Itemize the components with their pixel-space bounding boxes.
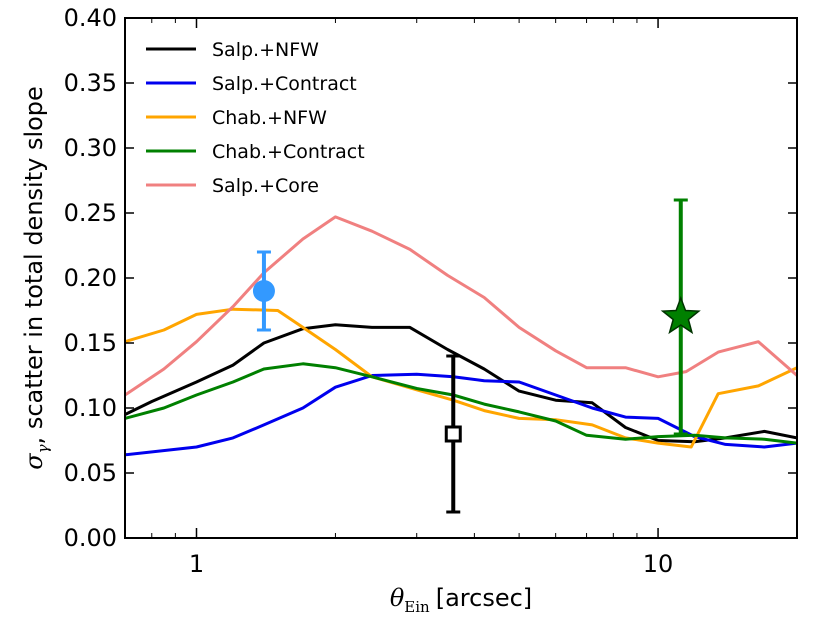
y-axis-text: , scatter in total density slope <box>20 86 48 444</box>
x-tick-label: 1 <box>189 550 204 578</box>
y-axis-subscript: γ <box>34 444 52 453</box>
y-tick-label: 0.40 <box>64 4 117 32</box>
x-axis-symbol: θ <box>390 584 405 612</box>
series-line-1 <box>125 323 797 444</box>
data-points-layer <box>252 198 701 514</box>
x-axis-label: θEin [arcsec] <box>390 584 532 616</box>
y-tick-label: 0.30 <box>64 134 117 162</box>
y-tick-label: 0.25 <box>64 199 117 227</box>
circle-marker <box>252 280 275 302</box>
y-axis-symbol: σ <box>20 453 48 470</box>
legend-label-4: Chab.+Contract <box>212 141 365 163</box>
legend-label-1: Salp.+NFW <box>212 39 319 61</box>
ticks-layer: 0.00 0.05 0.10 0.15 0.20 0.25 0.30 0.35 0.40 1 10 <box>64 4 798 578</box>
y-tick-label: 0.15 <box>64 329 117 357</box>
series-line-3 <box>125 307 797 449</box>
star-marker <box>660 295 701 335</box>
y-axis-label: σγ, scatter in total density slope <box>20 86 52 470</box>
y-tick-label: 0.35 <box>64 69 117 97</box>
legend: Salp.+NFW Salp.+Contract Chab.+NFW Chab.+Co… <box>146 39 365 197</box>
y-tick-label: 0.10 <box>64 394 117 422</box>
x-axis-subscript: Ein <box>404 598 430 616</box>
square-marker <box>444 425 462 443</box>
x-tick-label: 10 <box>643 550 674 578</box>
plot-background <box>125 18 797 538</box>
series-line-4 <box>125 362 797 445</box>
legend-label-2: Salp.+Contract <box>212 73 357 95</box>
y-tick-label: 0.00 <box>64 524 117 552</box>
y-tick-label: 0.20 <box>64 264 117 292</box>
x-axis-unit: [arcsec] <box>436 584 532 612</box>
legend-label-5: Salp.+Core <box>212 175 319 197</box>
legend-label-3: Chab.+NFW <box>212 107 327 129</box>
series-layer <box>125 215 797 457</box>
y-tick-label: 0.05 <box>64 459 117 487</box>
